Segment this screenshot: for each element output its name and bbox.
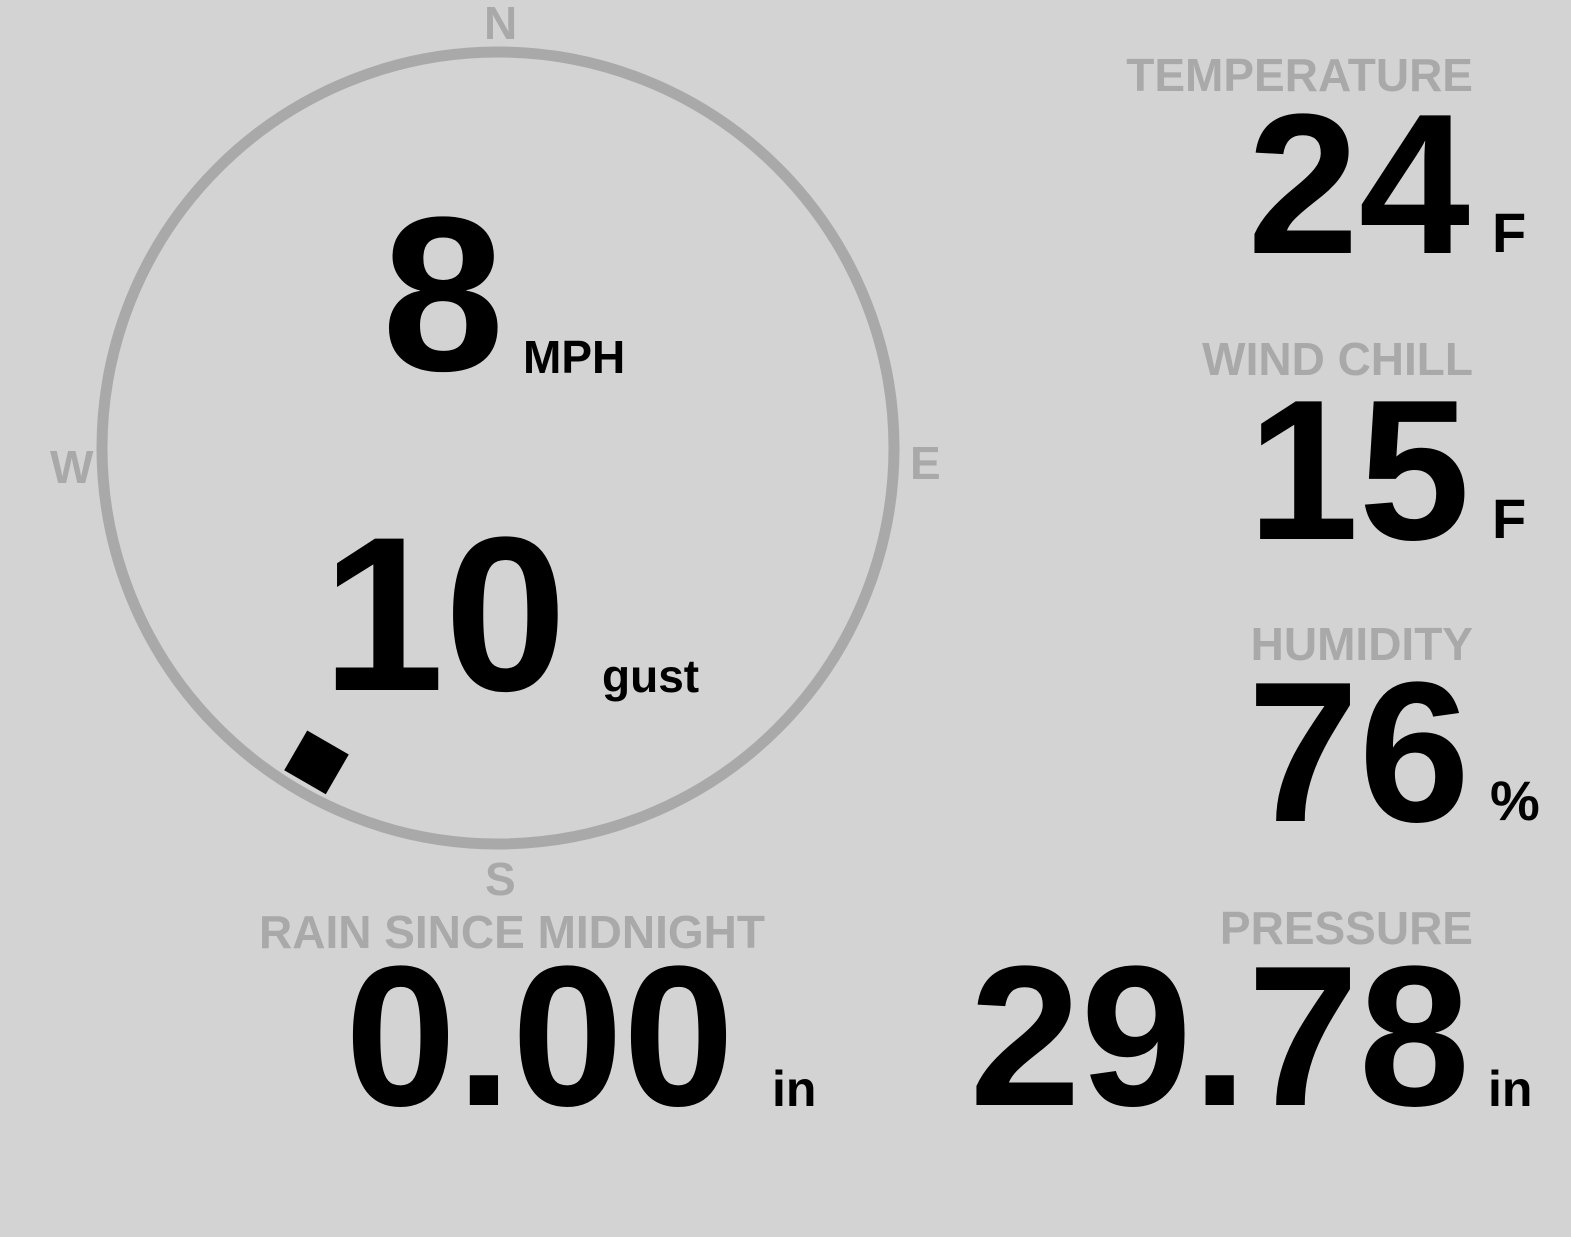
humidity-label: HUMIDITY [1250, 618, 1473, 670]
compass-e: E [910, 437, 941, 489]
temperature-label: TEMPERATURE [1126, 49, 1473, 101]
rain-label: RAIN SINCE MIDNIGHT [259, 906, 765, 958]
humidity-unit: % [1490, 769, 1540, 832]
wind-gust-value: 10 [322, 491, 567, 737]
wind-speed-unit: MPH [523, 331, 626, 383]
pressure-unit: in [1488, 1061, 1533, 1117]
wind-chill-unit: F [1492, 487, 1527, 550]
compass-ring [96, 46, 900, 850]
wind-speed-value: 8 [382, 171, 505, 417]
pressure-label: PRESSURE [1219, 902, 1473, 954]
rain-value: 0.00 [345, 925, 735, 1148]
temperature-value: 24 [1247, 73, 1470, 296]
pressure-value: 29.78 [969, 925, 1471, 1148]
humidity-value: 76 [1247, 641, 1470, 864]
wind-direction-marker [284, 730, 349, 795]
rain-unit: in [772, 1061, 817, 1117]
wind-gust-unit: gust [602, 650, 700, 702]
temperature-unit: F [1492, 201, 1527, 264]
compass-n: N [484, 0, 518, 49]
wind-chill-value: 15 [1247, 359, 1470, 582]
compass-s: S [485, 853, 516, 905]
compass-w: W [50, 441, 94, 493]
compass-circle [96, 46, 900, 850]
wind-chill-label: WIND CHILL [1202, 333, 1473, 385]
